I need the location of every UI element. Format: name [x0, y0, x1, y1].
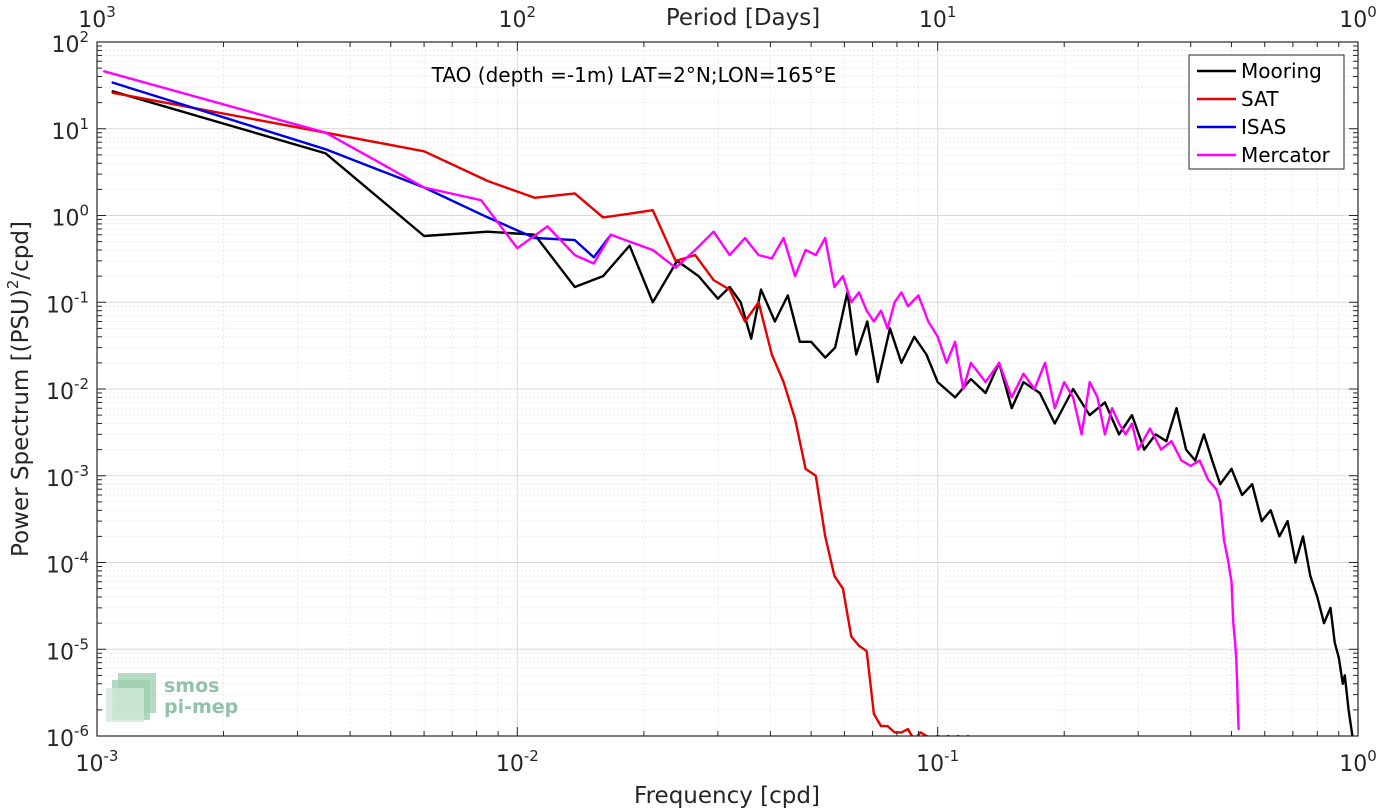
y-tick-label: 10-1	[46, 288, 89, 318]
y-tick-label-exponent: -2	[74, 375, 89, 393]
y-tick-label-exponent: -1	[74, 288, 89, 306]
y-tick-label-base: 10	[46, 293, 74, 318]
top-x-tick-label-exponent: 1	[947, 3, 957, 21]
top-x-tick-label-base: 10	[499, 8, 527, 33]
y-axis-title-tail: /cpd]	[8, 221, 34, 280]
y-tick-label-exponent: -4	[74, 549, 89, 567]
x-tick-label-base: 10	[496, 752, 524, 777]
x-tick-label-exponent: -2	[524, 747, 539, 765]
legend: Mooring SAT ISAS Mercator	[1188, 54, 1345, 170]
chart-title: TAO (depth =-1m) LAT=2°N;LON=165°E	[431, 63, 837, 87]
x-axis-title: Frequency [cpd]	[634, 783, 820, 809]
series-line-sat	[111, 91, 971, 736]
top-x-tick-label-base: 10	[919, 8, 947, 33]
legend-label-isas: ISAS	[1241, 115, 1286, 139]
y-tick-label: 10-4	[46, 549, 89, 579]
y-tick-label-base: 10	[46, 727, 74, 752]
series-line-mercator	[103, 70, 1240, 731]
y-tick-label-base: 10	[46, 640, 74, 665]
x-tick-label: 10-3	[76, 747, 119, 777]
series-line-isas	[111, 81, 613, 259]
x-tick-label-exponent: -1	[944, 747, 959, 765]
top-x-tick-label-base: 10	[1339, 8, 1367, 33]
logo-text-pi-mep: pi-mep	[164, 696, 238, 718]
x-tick-label: 100	[1339, 747, 1377, 777]
top-x-tick-label: 101	[919, 3, 957, 33]
y-tick-label-exponent: -3	[74, 462, 89, 480]
y-tick-label-base: 10	[51, 33, 79, 58]
y-tick-label-base: 10	[46, 554, 74, 579]
legend-box	[1188, 54, 1345, 170]
y-tick-label: 102	[51, 28, 89, 58]
legend-label-mooring: Mooring	[1241, 59, 1322, 83]
x-tick-label-base: 10	[916, 752, 944, 777]
legend-label-mercator: Mercator	[1241, 143, 1331, 167]
y-tick-label-exponent: 1	[79, 115, 89, 133]
top-x-tick-label-exponent: 3	[106, 3, 116, 21]
y-tick-label: 10-5	[46, 635, 89, 665]
legend-items: Mooring SAT ISAS Mercator	[1197, 59, 1331, 167]
x-tick-label: 10-2	[496, 747, 539, 777]
y-tick-label: 100	[51, 202, 89, 232]
tick-marks	[96, 42, 1358, 737]
top-x-tick-label: 100	[1339, 3, 1377, 33]
logo-shape-3	[106, 688, 144, 722]
x-tick-label-exponent: 0	[1367, 747, 1377, 765]
y-tick-label-base: 10	[51, 120, 79, 145]
x-tick-label-exponent: -3	[104, 747, 119, 765]
y-tick-label: 101	[51, 115, 89, 145]
y-axis-title-main: Power Spectrum [(PSU)	[8, 289, 34, 557]
y-tick-label: 10-3	[46, 462, 89, 492]
y-tick-label-exponent: -5	[74, 635, 89, 653]
y-tick-label: 10-6	[46, 722, 89, 752]
top-x-tick-label: 103	[78, 3, 116, 33]
y-tick-label-base: 10	[51, 207, 79, 232]
y-tick-label-exponent: 2	[79, 28, 89, 46]
top-x-tick-label: 102	[499, 3, 537, 33]
y-tick-label-exponent: -6	[74, 722, 89, 740]
top-x-axis-title: Period [Days]	[666, 5, 820, 31]
grid	[96, 42, 1358, 737]
y-tick-label-base: 10	[46, 467, 74, 492]
logo-text-smos: smos	[164, 675, 219, 697]
x-tick-label-base: 10	[76, 752, 104, 777]
y-tick-label-exponent: 0	[79, 202, 89, 220]
y-tick-label: 10-2	[46, 375, 89, 405]
legend-label-sat: SAT	[1241, 87, 1279, 111]
x-tick-label-base: 10	[1339, 752, 1367, 777]
top-x-tick-label-base: 10	[78, 8, 106, 33]
x-tick-label: 10-1	[916, 747, 959, 777]
smos-pi-mep-logo: smos pi-mep	[106, 673, 238, 722]
top-x-tick-label-exponent: 2	[527, 3, 537, 21]
y-tick-label-base: 10	[46, 380, 74, 405]
series-group	[103, 70, 1354, 736]
top-x-tick-label-exponent: 0	[1367, 3, 1377, 21]
y-axis-title: Power Spectrum [(PSU)2/cpd]	[4, 221, 34, 557]
y-axis-title-sup: 2	[4, 280, 22, 290]
